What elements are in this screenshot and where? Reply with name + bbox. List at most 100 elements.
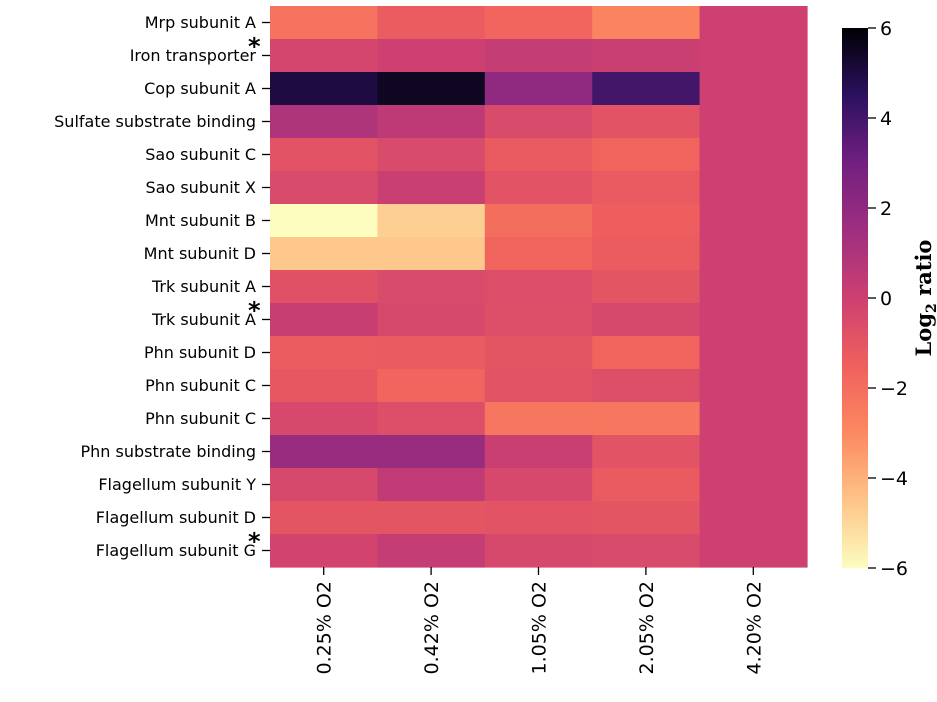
- heatmap-cell: [270, 39, 378, 73]
- row-label: Flagellum subunit G: [96, 541, 256, 560]
- heatmap-cell: [592, 336, 701, 370]
- heatmap-cell: [699, 468, 808, 502]
- heatmap-cell: [484, 6, 593, 40]
- heatmap-cell: [270, 336, 378, 370]
- heatmap-cell: [592, 105, 701, 139]
- row-label: Mrp subunit A: [145, 13, 256, 32]
- heatmap-cell: [270, 369, 378, 403]
- heatmap-cell: [699, 336, 808, 370]
- row-label: Sao subunit C: [145, 145, 256, 164]
- heatmap-cell: [377, 468, 486, 502]
- colorbar-gradient: [842, 28, 868, 568]
- row-label: Trk subunit A: [151, 277, 256, 296]
- heatmap-cell: [699, 237, 808, 271]
- row-label: Mnt subunit D: [144, 244, 256, 263]
- heatmap-cell: [484, 105, 593, 139]
- colorbar-title-subscript: 2: [924, 303, 937, 313]
- row-label: Sulfate substrate binding: [54, 112, 256, 131]
- heatmap-cell: [484, 204, 593, 238]
- heatmap-cell: [270, 435, 378, 469]
- heatmap-cell: [592, 39, 701, 73]
- heatmap-cell: [592, 138, 701, 172]
- heatmap-cell: [592, 534, 701, 568]
- heatmap-cell: [592, 402, 701, 436]
- heatmap-cell: [484, 237, 593, 271]
- heatmap-cell: [484, 501, 593, 535]
- row-label: Flagellum subunit D: [96, 508, 256, 527]
- colorbar-tick-label: −6: [880, 558, 908, 580]
- heatmap-cell: [484, 270, 593, 304]
- heatmap-cell: [699, 501, 808, 535]
- row-label: Mnt subunit B: [145, 211, 256, 230]
- heatmap-cell: [484, 369, 593, 403]
- heatmap-cell: [377, 237, 486, 271]
- heatmap-cell: [377, 336, 486, 370]
- heatmap-cell: [377, 303, 486, 337]
- heatmap-cell: [270, 138, 378, 172]
- colorbar-tick-label: 6: [880, 18, 892, 40]
- heatmap-cell: [270, 105, 378, 139]
- heatmap-cell: [377, 534, 486, 568]
- heatmap-cell: [270, 468, 378, 502]
- heatmap-cell: [484, 468, 593, 502]
- heatmap-cells: [270, 6, 808, 568]
- heatmap-cell: [377, 270, 486, 304]
- heatmap-cell: [377, 402, 486, 436]
- heatmap-cell: [592, 171, 701, 205]
- heatmap-cell: [699, 39, 808, 73]
- heatmap-cell: [270, 501, 378, 535]
- colorbar-ticks: −6 −4 −2 0 2 4 6: [868, 18, 908, 580]
- colorbar-tick-label: −4: [880, 468, 908, 490]
- row-marker: *: [248, 297, 261, 325]
- column-label: 1.05% O2: [529, 581, 551, 674]
- heatmap-cell: [484, 72, 593, 106]
- column-label: 0.42% O2: [421, 581, 443, 674]
- heatmap-cell: [270, 237, 378, 271]
- heatmap-cell: [377, 369, 486, 403]
- colorbar-tick-label: 4: [880, 108, 892, 130]
- column-axis: 0.25% O2 0.42% O2 1.05% O2 2.05% O2 4.20% O2: [314, 567, 765, 674]
- heatmap-cell: [699, 6, 808, 40]
- heatmap-cell: [484, 435, 593, 469]
- heatmap-cell: [699, 303, 808, 337]
- heatmap-cell: [270, 6, 378, 40]
- heatmap-cell: [592, 204, 701, 238]
- row-label: Cop subunit A: [144, 79, 256, 98]
- heatmap-cell: [377, 501, 486, 535]
- heatmap-cell: [484, 303, 593, 337]
- heatmap-cell: [377, 171, 486, 205]
- heatmap-cell: [699, 72, 808, 106]
- row-label: Phn substrate binding: [81, 442, 256, 461]
- row-label: Flagellum subunit Y: [98, 475, 256, 494]
- row-label: Phn subunit C: [145, 409, 256, 428]
- heatmap-cell: [270, 402, 378, 436]
- heatmap-cell: [699, 534, 808, 568]
- colorbar-tick-label: 2: [880, 198, 892, 220]
- colorbar-title: Log2 ratio: [911, 240, 937, 357]
- heatmap-cell: [484, 402, 593, 436]
- row-marker: *: [248, 33, 261, 61]
- heatmap-cell: [592, 435, 701, 469]
- colorbar-title-rest: ratio: [911, 240, 936, 304]
- heatmap-cell: [699, 402, 808, 436]
- heatmap-cell: [270, 204, 378, 238]
- heatmap-cell: [484, 336, 593, 370]
- heatmap-cell: [699, 369, 808, 403]
- heatmap-cell: [484, 138, 593, 172]
- heatmap-cell: [699, 105, 808, 139]
- heatmap-cell: [377, 6, 486, 40]
- heatmap-cell: [270, 534, 378, 568]
- heatmap-cell: [270, 72, 378, 106]
- colorbar-title-main: Log: [911, 313, 936, 357]
- heatmap-cell: [270, 303, 378, 337]
- colorbar-tick-label: −2: [880, 378, 908, 400]
- heatmap-cell: [377, 39, 486, 73]
- heatmap-cell: [484, 39, 593, 73]
- heatmap-cell: [592, 237, 701, 271]
- heatmap-cell: [377, 105, 486, 139]
- row-marker: *: [248, 528, 261, 556]
- heatmap-cell: [592, 501, 701, 535]
